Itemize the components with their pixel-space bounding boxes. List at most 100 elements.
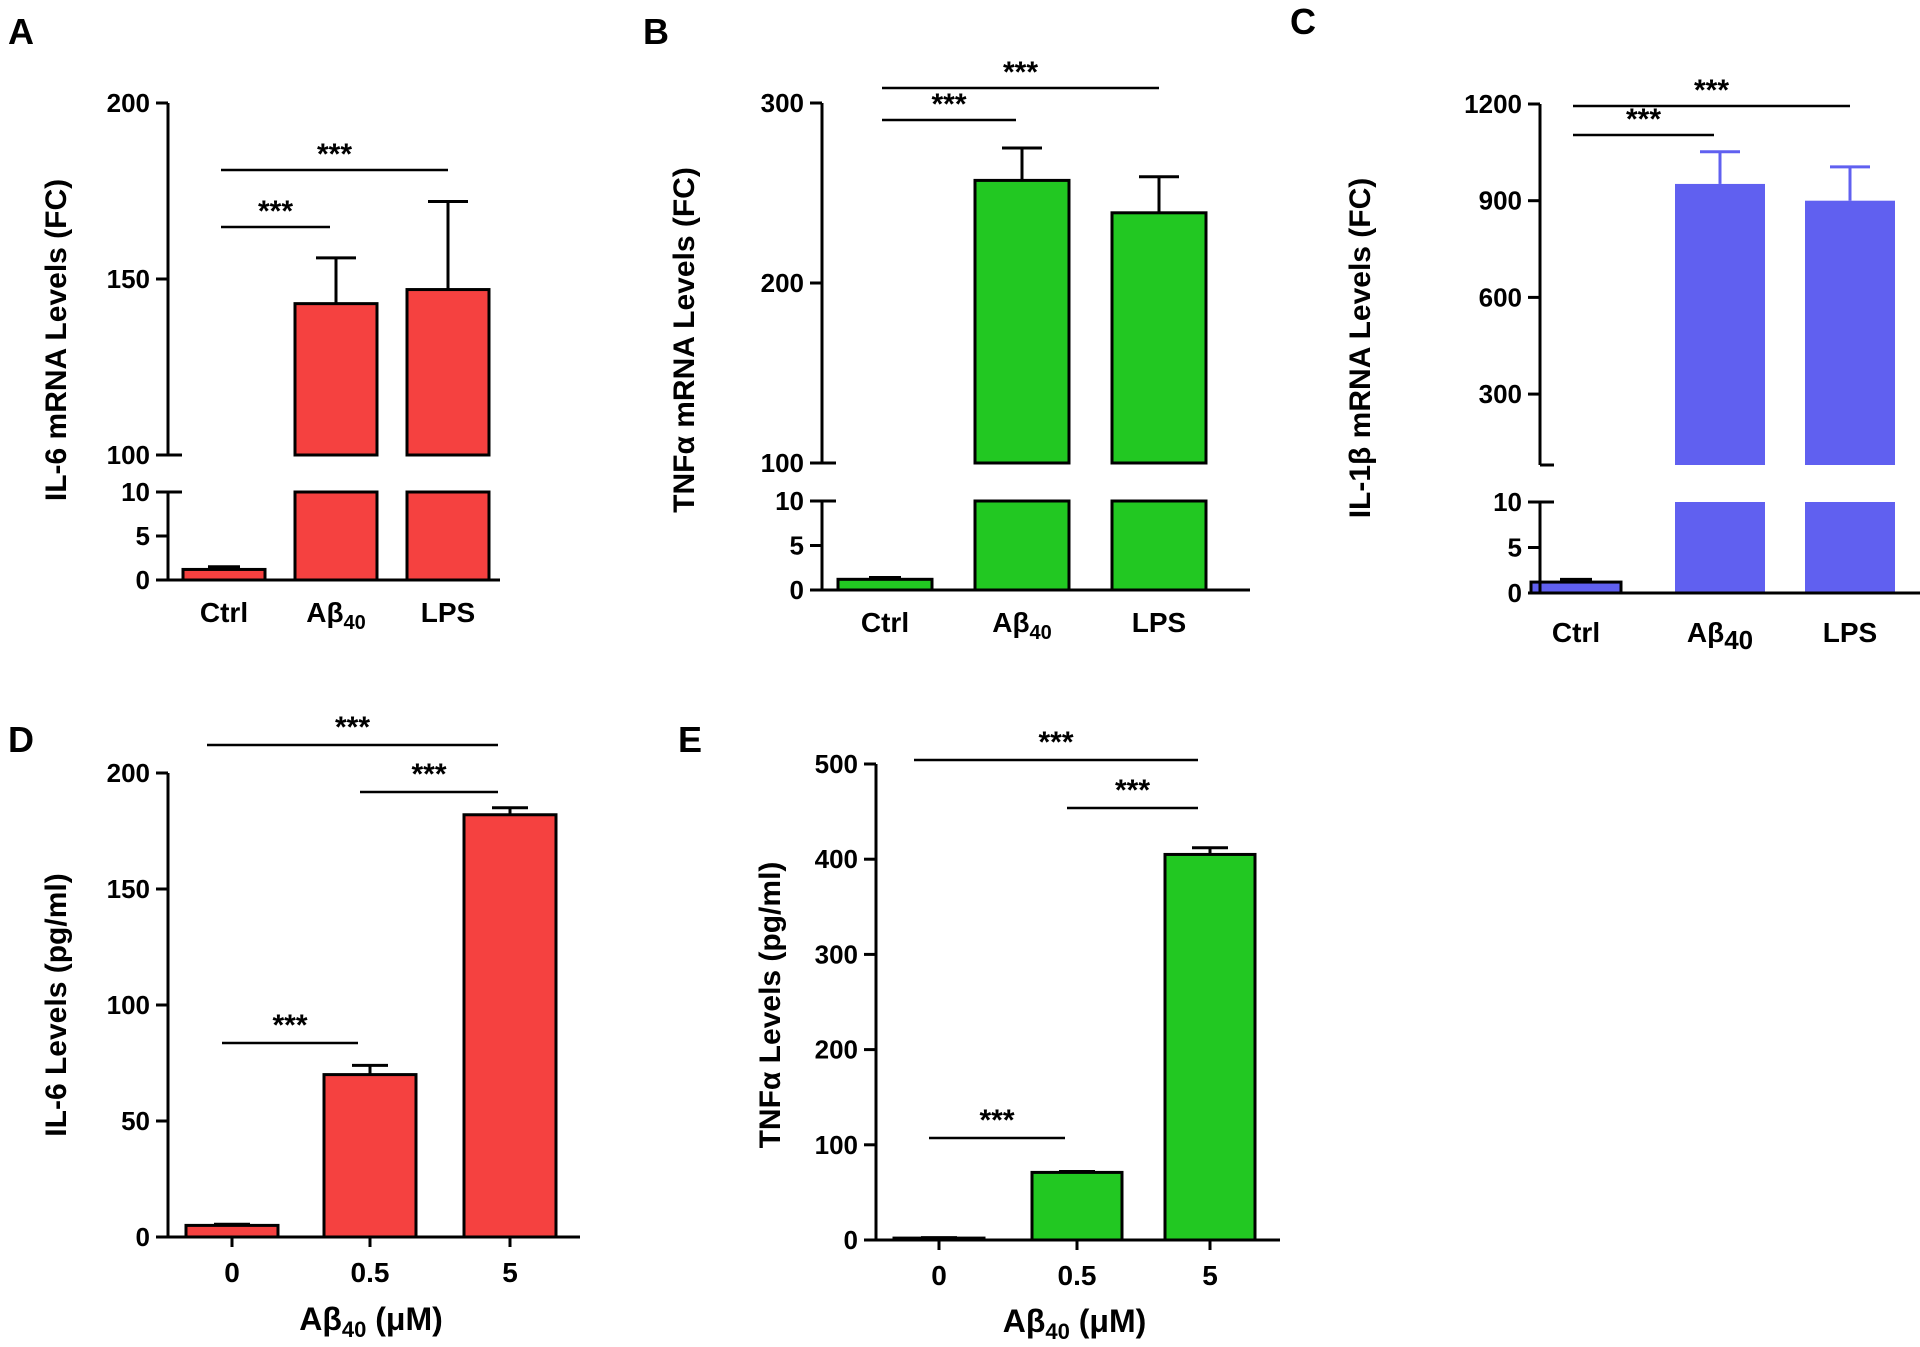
- axis-break-gap: [1109, 468, 1209, 497]
- y-axis-label: IL-1β mRNA Levels (FC): [1344, 178, 1377, 519]
- y-tick-label: 0: [844, 1225, 858, 1255]
- y-tick-label: 5: [136, 521, 150, 551]
- y-tick-label: 10: [1493, 487, 1522, 517]
- significance-label: ***: [1694, 74, 1729, 107]
- x-axis-label: Aβ40 (μM): [1003, 1303, 1147, 1344]
- x-tick-label: 0.5: [351, 1257, 390, 1288]
- bar-5: [1163, 852, 1257, 1242]
- x-tick-label: LPS: [1823, 617, 1877, 648]
- x-axis-label: Aβ40 (μM): [299, 1301, 443, 1342]
- x-tick-label: 0: [224, 1257, 240, 1288]
- y-tick-label: 100: [815, 1130, 858, 1160]
- panel-label-a: A: [8, 11, 34, 52]
- y-tick-label: 200: [107, 758, 150, 788]
- y-tick-label: 10: [121, 477, 150, 507]
- y-tick-label: 150: [107, 874, 150, 904]
- x-tick-label: LPS: [421, 597, 475, 628]
- y-tick-label: 1200: [1464, 89, 1522, 119]
- y-tick-label: 300: [761, 88, 804, 118]
- x-tick-label: 0.5: [1058, 1260, 1097, 1291]
- y-tick-label: 400: [815, 844, 858, 874]
- significance-label: ***: [258, 195, 293, 228]
- chart-e: 0 100 200 300 400 500 0 0.5 5 Aβ40 (μM) *** *** *** T…: [754, 726, 1280, 1344]
- significance-label: ***: [272, 1009, 307, 1042]
- axis-break-gap: [1672, 470, 1768, 498]
- bar-LPS-lower: [1805, 502, 1895, 593]
- y-tick-label: 200: [107, 88, 150, 118]
- significance-label: ***: [1115, 774, 1150, 807]
- y-tick-label: 500: [815, 749, 858, 779]
- x-tick-label: Aβ40: [306, 597, 366, 634]
- y-tick-label: 300: [1479, 379, 1522, 409]
- y-axis-label: IL-6 mRNA Levels (FC): [40, 179, 73, 501]
- panel-label-b: B: [643, 11, 669, 52]
- y-axis-label: TNFα mRNA Levels (FC): [668, 167, 701, 513]
- axis-break-gap: [292, 460, 380, 488]
- chart-a: 0 5 10 100 150 200 Ctrl Aβ40 LPS *** *** IL-6 mRNA …: [40, 88, 500, 634]
- bar-Aβ40-lower: [973, 499, 1071, 592]
- y-tick-label: 900: [1479, 186, 1522, 216]
- y-tick-label: 100: [107, 440, 150, 470]
- chart-d: 0 50 100 150 200 0 0.5 5 Aβ40 (μM) *** *** *** IL-6 …: [40, 711, 580, 1342]
- axis-break-gap: [1802, 470, 1898, 498]
- y-tick-label: 10: [775, 486, 804, 516]
- chart-c: 0 5 10 300 600 900 1200 Ctrl Aβ40 LPS *** *** IL-1β …: [1344, 74, 1920, 655]
- y-tick-label: 5: [790, 531, 804, 561]
- panel-label-e: E: [678, 719, 702, 760]
- panel-label-c: C: [1290, 1, 1316, 42]
- significance-label: ***: [931, 88, 966, 121]
- bar-LPS-lower: [405, 490, 491, 582]
- y-tick-label: 0: [136, 1222, 150, 1252]
- x-tick-label: Ctrl: [861, 607, 909, 638]
- y-tick-label: 50: [121, 1106, 150, 1136]
- bar-LPS-upper: [1805, 200, 1895, 466]
- axis-break-gap: [972, 468, 1072, 497]
- x-tick-label: Aβ40: [992, 607, 1052, 644]
- x-tick-label: 5: [1202, 1260, 1218, 1291]
- y-tick-label: 100: [107, 990, 150, 1020]
- y-tick-label: 200: [761, 268, 804, 298]
- bar-Aβ40-lower: [293, 490, 379, 582]
- x-tick-label: Ctrl: [1552, 617, 1600, 648]
- bar-0.5: [322, 1073, 418, 1239]
- bar-Ctrl: [836, 577, 934, 592]
- bar-LPS-upper: [405, 288, 491, 457]
- significance-label: ***: [979, 1104, 1014, 1137]
- bar-Ctrl: [181, 567, 267, 582]
- y-tick-label: 300: [815, 939, 858, 969]
- bar-Ctrl: [1529, 580, 1623, 595]
- y-axis-label: IL-6 Levels (pg/ml): [40, 873, 73, 1136]
- bar-LPS-upper: [1110, 211, 1208, 465]
- x-tick-label: LPS: [1132, 607, 1186, 638]
- y-tick-label: 100: [761, 448, 804, 478]
- chart-b: 0 5 10 100 200 300 Ctrl Aβ40 LPS *** *** TNFα mRNA …: [668, 56, 1250, 644]
- y-axis-label: TNFα Levels (pg/ml): [754, 862, 787, 1149]
- significance-label: ***: [335, 711, 370, 744]
- significance-label: ***: [1003, 56, 1038, 89]
- y-tick-label: 200: [815, 1035, 858, 1065]
- y-tick-label: 150: [107, 264, 150, 294]
- y-tick-label: 5: [1508, 533, 1522, 563]
- x-tick-label: 0: [931, 1260, 947, 1291]
- bar-Aβ40-upper: [973, 178, 1071, 465]
- bar-Aβ40-lower: [1675, 502, 1765, 593]
- x-tick-label: Aβ40: [1687, 617, 1753, 655]
- axis-break-gap: [404, 460, 492, 488]
- significance-label: ***: [317, 138, 352, 171]
- significance-label: ***: [1038, 726, 1073, 759]
- bar-0: [184, 1223, 280, 1239]
- y-tick-label: 0: [136, 565, 150, 595]
- significance-label: ***: [411, 758, 446, 791]
- x-tick-label: Ctrl: [200, 597, 248, 628]
- x-tick-label: 5: [502, 1257, 518, 1288]
- bar-0.5: [1030, 1170, 1124, 1242]
- y-tick-label: 600: [1479, 282, 1522, 312]
- y-tick-label: 0: [1508, 578, 1522, 608]
- bar-5: [462, 813, 558, 1239]
- bar-Aβ40-upper: [293, 302, 379, 457]
- significance-label: ***: [1626, 103, 1661, 136]
- panel-label-d: D: [8, 719, 34, 760]
- bar-Aβ40-upper: [1675, 183, 1765, 465]
- bar-LPS-lower: [1110, 499, 1208, 592]
